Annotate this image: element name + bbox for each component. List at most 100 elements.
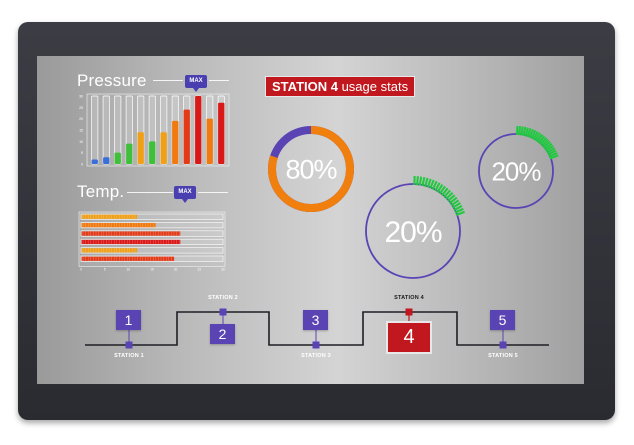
pressure-y-tick: 25 bbox=[79, 106, 83, 110]
temp-x-tick: 20 bbox=[174, 267, 178, 271]
usage-gauge: 80% bbox=[268, 126, 354, 212]
pressure-bar bbox=[126, 143, 133, 164]
pressure-y-tick: 15 bbox=[79, 129, 83, 133]
temp-x-tick: 25 bbox=[198, 267, 202, 271]
temp-bar-fill bbox=[81, 239, 181, 245]
gauge-segment bbox=[526, 128, 532, 138]
pressure-bar bbox=[172, 120, 179, 164]
temp-x-tick: 0 bbox=[80, 267, 82, 271]
gauge-value: 80% bbox=[285, 155, 337, 185]
gauge-segment bbox=[441, 187, 449, 196]
gauge-segment bbox=[518, 126, 522, 136]
gauge-segment bbox=[418, 176, 423, 186]
gauge-segment bbox=[544, 142, 553, 151]
station-4-number: 4 bbox=[403, 326, 415, 348]
temp-bar-fill bbox=[81, 256, 175, 261]
pressure-bar bbox=[218, 102, 225, 164]
gauge-segment bbox=[421, 176, 426, 187]
gauge-segment bbox=[542, 140, 551, 149]
gauge-segment bbox=[537, 135, 546, 144]
pressure-y-tick: 0 bbox=[81, 163, 83, 167]
gauge-segment bbox=[528, 128, 534, 139]
pressure-bar bbox=[149, 141, 156, 164]
pressure-title-rule bbox=[153, 80, 183, 81]
gauge-segment bbox=[443, 189, 451, 198]
temp-title-rule bbox=[127, 192, 173, 193]
station-5-box[interactable]: 5 bbox=[490, 310, 515, 330]
station-3-node bbox=[312, 341, 320, 349]
pressure-bar bbox=[137, 132, 144, 164]
gauge-segment bbox=[426, 178, 432, 188]
gauge-segment bbox=[429, 179, 435, 189]
pressure-bar-track bbox=[91, 95, 99, 165]
station-3-number: 3 bbox=[311, 312, 320, 328]
gauge-segment bbox=[453, 205, 463, 211]
gauge-segment bbox=[548, 151, 558, 158]
gauge-segment bbox=[424, 177, 429, 187]
pressure-y-tick: 5 bbox=[81, 151, 83, 155]
pressure-chart-frame bbox=[86, 93, 230, 167]
station-3-box[interactable]: 3 bbox=[303, 310, 328, 330]
gauge-segment bbox=[454, 207, 464, 214]
temp-x-tick: 15 bbox=[150, 267, 154, 271]
temp-title: Temp. bbox=[77, 182, 125, 201]
temp-bar bbox=[81, 231, 181, 236]
pressure-max-rule bbox=[209, 80, 229, 81]
station-4-label: STATION 4 bbox=[394, 295, 424, 301]
temp-max-tag: MAX bbox=[174, 186, 196, 203]
gauge-segment bbox=[431, 180, 438, 190]
station-2-node bbox=[219, 308, 227, 316]
pressure-bar bbox=[114, 152, 121, 164]
temp-bar-fill bbox=[81, 231, 181, 236]
station-5-node bbox=[499, 341, 507, 349]
pressure-bar bbox=[91, 159, 98, 164]
station-4-box[interactable]: 4 bbox=[388, 323, 430, 352]
gauge-segment bbox=[549, 154, 559, 160]
temp-bar-fill bbox=[81, 214, 138, 219]
gauge-segment bbox=[536, 133, 544, 143]
temp-max-rule bbox=[198, 192, 228, 193]
gauge-segment bbox=[434, 182, 441, 192]
pressure-y-tick: 10 bbox=[79, 140, 83, 144]
gauge-segment bbox=[524, 127, 529, 137]
gauge-segment bbox=[452, 202, 461, 209]
pressure-max-tag: MAX bbox=[185, 75, 207, 92]
station-1-label: STATION 1 bbox=[114, 353, 144, 359]
usage-suffix: usage stats bbox=[337, 79, 409, 94]
temp-bar bbox=[81, 256, 175, 261]
gauge-segment bbox=[520, 126, 524, 136]
pressure-y-tick: 30 bbox=[79, 95, 83, 99]
gauge-segment bbox=[448, 196, 458, 204]
gauge-segment bbox=[545, 145, 554, 152]
gauge-track bbox=[478, 133, 554, 209]
pressure-bar bbox=[183, 109, 190, 164]
station-2-box[interactable]: 2 bbox=[210, 324, 235, 344]
pressure-title: Pressure bbox=[77, 71, 147, 90]
pressure-bar bbox=[103, 157, 110, 164]
gauge-segment bbox=[436, 183, 444, 193]
usage-gauge: 20% bbox=[478, 125, 559, 209]
temp-x-tick: 30 bbox=[221, 267, 225, 271]
temp-bar bbox=[81, 214, 138, 219]
gauge-value: 20% bbox=[384, 216, 441, 249]
usage-stats-header: STATION 4 usage stats bbox=[266, 77, 415, 96]
pressure-bar bbox=[195, 96, 202, 164]
temp-bar-track bbox=[80, 213, 224, 220]
temp-bar-fill bbox=[81, 248, 138, 253]
temp-bar bbox=[81, 239, 181, 245]
temp-bar bbox=[81, 223, 156, 228]
temp-x-tick: 5 bbox=[104, 267, 106, 271]
usage-gauge: 20% bbox=[365, 175, 465, 279]
gauge-arc bbox=[268, 126, 354, 212]
dashboard-screen: Pressure MAX Temp. MAX STATION 4 usage s… bbox=[37, 56, 584, 384]
station-1-box[interactable]: 1 bbox=[116, 310, 141, 330]
gauge-segment bbox=[530, 129, 537, 139]
gauge-track bbox=[365, 183, 461, 279]
station-1-node bbox=[125, 341, 133, 349]
usage-station-name: STATION 4 bbox=[272, 79, 338, 94]
station-1-number: 1 bbox=[124, 312, 133, 328]
gauge-segment bbox=[447, 194, 456, 202]
pressure-y-tick: 20 bbox=[79, 117, 83, 121]
pressure-bar bbox=[160, 132, 167, 164]
